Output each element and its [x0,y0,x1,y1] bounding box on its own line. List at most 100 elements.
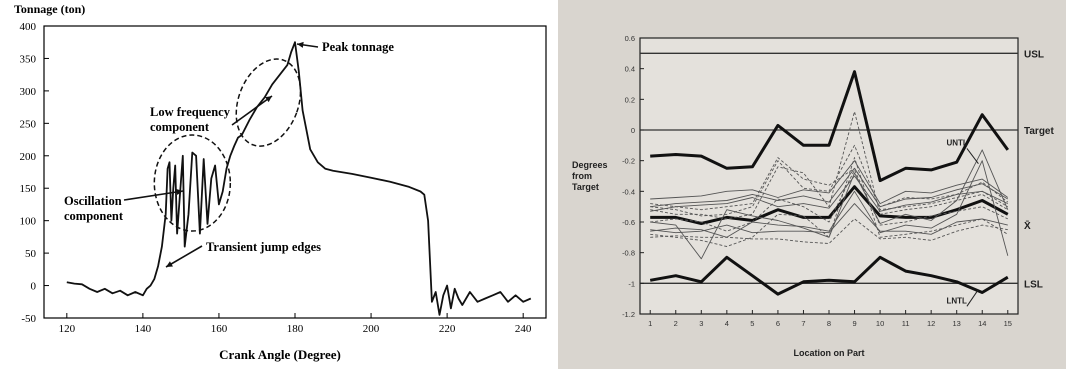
x-tick-label: 11 [902,319,910,328]
x-tick-label: 1 [648,319,652,328]
location-series [649,70,1010,296]
part-trace-line [650,144,1009,217]
x-tick-label: 2 [674,319,678,328]
y-tick-label: -1.2 [622,310,635,319]
part-trace-line [650,169,1008,232]
series-line-lntl [649,255,1009,296]
jump-arrowhead [166,261,173,267]
y-tick-label: 0.6 [625,34,635,43]
y-tick-label: -0.4 [622,187,635,196]
location-annotations: UNTL LNTL [946,138,979,307]
lowfreq-arrowhead [265,96,272,103]
part-trace-line [650,167,1009,208]
x-tick-label: 240 [515,323,532,335]
y-tick-label: 400 [20,21,37,33]
part-trace-line [650,160,1009,256]
x-tick-label: 120 [59,323,76,335]
annotation-lntl: LNTL [946,296,967,305]
annotation-transient-jump: Transient jump edges [206,240,321,254]
low-frequency-ellipse [235,58,302,147]
annotation-oscillation-line: Oscillation [64,194,122,208]
y-tick-label: -0.6 [622,218,635,227]
annotation-oscillation: Oscillation component [64,194,124,223]
x-tick-label: 220 [439,323,456,335]
x-tick-label: 14 [978,319,986,328]
part-trace-line [650,111,1009,220]
x-tick-label: 6 [776,319,780,328]
part-trace-line [650,157,1009,247]
y-tick-label: -50 [21,313,36,325]
part-trace-line [650,203,1008,235]
annotation-low-frequency-line: component [150,120,210,134]
lntl-leader [966,289,979,307]
right-label: USL [1024,49,1044,60]
peak-arrowhead [297,41,304,48]
tonnage-y-axis-label: Tonnage (ton) [14,2,85,16]
y-tick-label: 250 [20,118,37,130]
x-tick-label: 4 [725,319,729,328]
part-trace-line [650,175,1008,212]
y-tick-label: 100 [20,216,37,228]
x-tick-label: 180 [287,323,304,335]
right-label: LSL [1024,279,1043,290]
annotation-low-frequency: Low frequency component [150,105,231,134]
annotation-transient-jump-line: Transient jump edges [206,240,321,254]
location-ticks: -1.2-1-0.8-0.6-0.4-0.200.20.40.61 2 3 4 5 6 7 8… [622,34,1054,328]
y-tick-label: 350 [20,53,37,65]
x-tick-label: 7 [801,319,805,328]
location-x-axis-label: Location on Part [793,348,864,358]
y-tick-label: 0.4 [625,65,635,74]
right-label: Target [1024,126,1054,137]
x-tick-label: 12 [927,319,935,328]
y-tick-label: 50 [25,248,37,260]
part-trace-line [650,160,1009,205]
series-line-xbar [650,185,1009,225]
annotation-peak-tonnage: Peak tonnage [322,40,394,54]
location-chart: Degrees from Target Location on Part -1.2-… [558,0,1066,369]
y-tick-label: 300 [20,86,37,98]
tonnage-ticks: 120 140 160 180 200 220 240 -50 0 50 100 150 200 250 3… [20,21,532,335]
oscillation-ellipse [153,134,232,232]
location-y-axis-label-line: Degrees [572,160,608,170]
y-tick-label: 150 [20,183,37,195]
y-tick-label: 0 [631,126,635,135]
x-tick-label: 10 [876,319,884,328]
location-plot-frame [639,37,1019,315]
jump-arrow [165,245,203,268]
annotation-low-frequency-line: Low frequency [150,105,231,119]
x-tick-label: 200 [363,323,380,335]
x-tick-label: 13 [953,319,961,328]
tonnage-x-axis-label: Crank Angle (Degree) [219,347,341,362]
x-tick-label: 15 [1004,319,1012,328]
x-tick-label: 5 [750,319,754,328]
location-y-axis-label: Degrees from Target [572,160,608,192]
series-line-untl [650,70,1010,183]
tonnage-series [66,41,532,316]
lowfreq-arrow [231,95,273,126]
part-trace-line [650,157,1009,211]
x-tick-label: 140 [135,323,152,335]
y-tick-label: -0.2 [622,157,635,166]
osc-arrow [123,190,184,201]
y-tick-label: -1 [628,279,635,288]
annotation-oscillation-line: component [64,209,124,223]
location-reference-lines [640,52,1018,284]
annotation-peak-tonnage-line: Peak tonnage [322,40,394,54]
right-label: X̄ [1024,220,1031,232]
annotation-untl: UNTL [946,138,967,147]
x-tick-label: 8 [827,319,831,328]
x-tick-label: 9 [852,319,856,328]
part-trace-line [650,218,1008,244]
x-tick-label: 160 [211,323,228,335]
location-y-axis-label-line: from [572,171,592,181]
location-y-axis-label-line: Target [572,182,599,192]
tonnage-chart: Tonnage (ton) Crank Angle (Degree) 120 14… [14,2,547,362]
osc-arrowhead [176,188,183,195]
y-tick-label: -0.8 [622,249,635,258]
y-tick-label: 0 [31,281,37,293]
y-tick-label: 0.2 [625,95,635,104]
x-tick-label: 3 [699,319,703,328]
untl-leader [966,148,979,165]
